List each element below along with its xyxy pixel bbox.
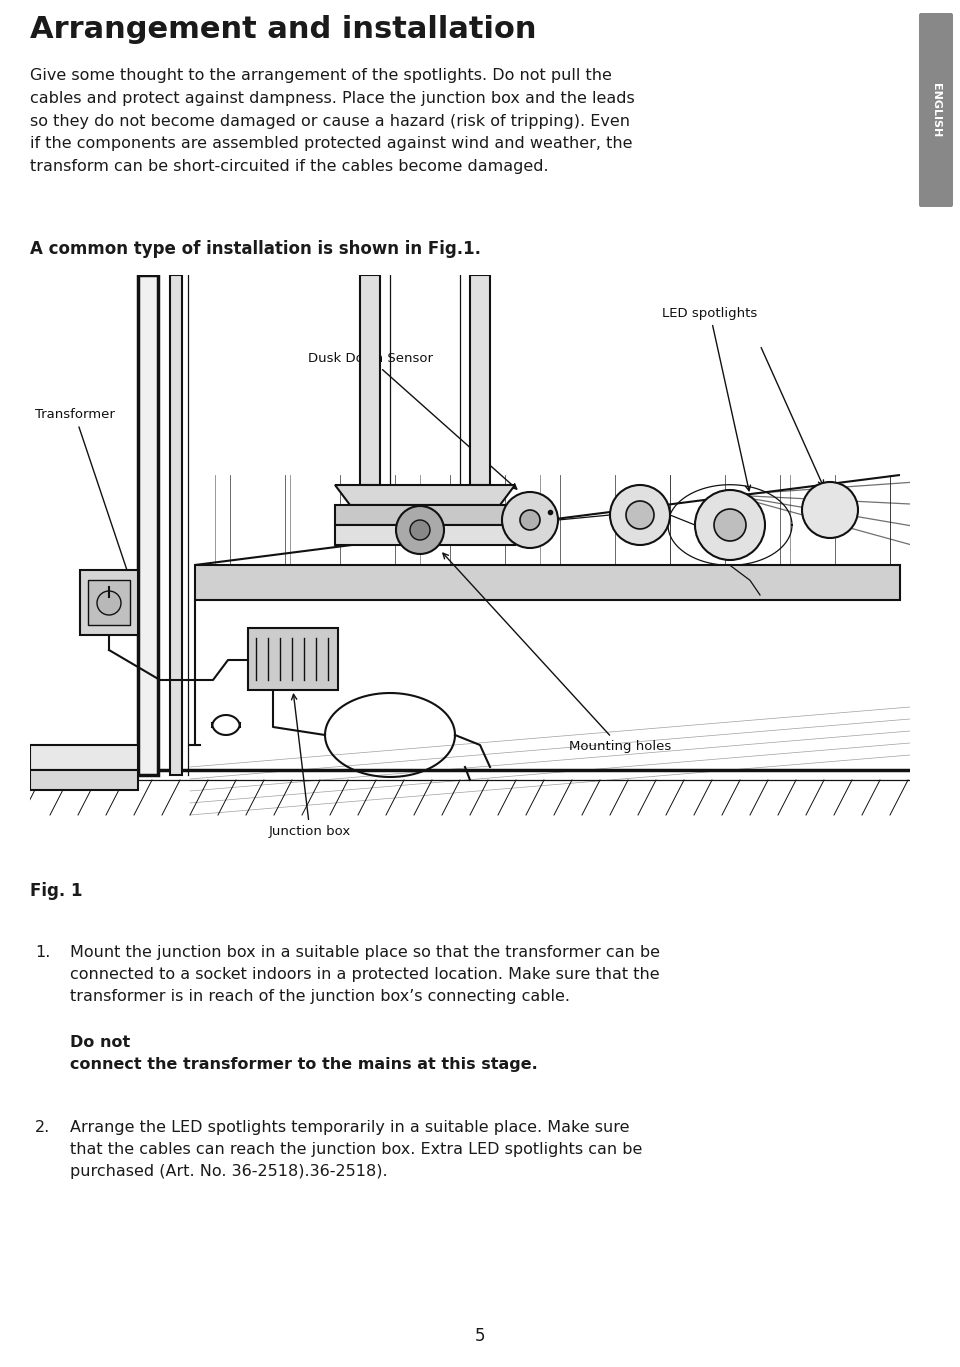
Polygon shape bbox=[30, 745, 138, 770]
Text: ENGLISH: ENGLISH bbox=[931, 83, 941, 137]
Polygon shape bbox=[195, 474, 900, 565]
Circle shape bbox=[520, 510, 540, 530]
Text: Transformer: Transformer bbox=[35, 409, 137, 599]
Circle shape bbox=[610, 485, 670, 545]
Polygon shape bbox=[335, 485, 515, 504]
Text: Junction box: Junction box bbox=[269, 694, 351, 838]
Text: Give some thought to the arrangement of the spotlights. Do not pull the
cables a: Give some thought to the arrangement of … bbox=[30, 68, 635, 174]
Polygon shape bbox=[248, 627, 338, 690]
Text: 5: 5 bbox=[475, 1327, 485, 1345]
Text: 1.: 1. bbox=[35, 945, 50, 960]
Circle shape bbox=[695, 489, 765, 560]
Text: Do not
connect the transformer to the mains at this stage.: Do not connect the transformer to the ma… bbox=[70, 1035, 538, 1072]
Polygon shape bbox=[360, 275, 380, 485]
Circle shape bbox=[97, 591, 121, 615]
FancyBboxPatch shape bbox=[919, 14, 953, 206]
Text: 2.: 2. bbox=[35, 1120, 50, 1135]
Text: Mount the junction box in a suitable place so that the transformer can be
connec: Mount the junction box in a suitable pla… bbox=[70, 945, 660, 1005]
Text: Arrangement and installation: Arrangement and installation bbox=[30, 15, 537, 44]
Text: Dusk Down Sensor: Dusk Down Sensor bbox=[307, 351, 516, 489]
Polygon shape bbox=[80, 570, 138, 636]
Circle shape bbox=[714, 509, 746, 541]
Polygon shape bbox=[30, 770, 138, 790]
Polygon shape bbox=[88, 580, 130, 625]
Circle shape bbox=[802, 483, 858, 539]
Circle shape bbox=[502, 492, 558, 548]
Text: Arrange the LED spotlights temporarily in a suitable place. Make sure
that the c: Arrange the LED spotlights temporarily i… bbox=[70, 1120, 642, 1180]
Text: Fig. 1: Fig. 1 bbox=[30, 882, 83, 899]
Circle shape bbox=[410, 519, 430, 540]
Circle shape bbox=[396, 506, 444, 554]
Polygon shape bbox=[170, 275, 182, 775]
Circle shape bbox=[626, 500, 654, 529]
Text: Mounting holes: Mounting holes bbox=[443, 554, 671, 753]
Text: LED spotlights: LED spotlights bbox=[662, 308, 757, 491]
Polygon shape bbox=[138, 275, 158, 775]
Polygon shape bbox=[335, 525, 515, 545]
Text: A common type of installation is shown in Fig.1.: A common type of installation is shown i… bbox=[30, 241, 481, 258]
Polygon shape bbox=[335, 504, 515, 525]
Polygon shape bbox=[195, 565, 900, 600]
Polygon shape bbox=[470, 275, 490, 485]
